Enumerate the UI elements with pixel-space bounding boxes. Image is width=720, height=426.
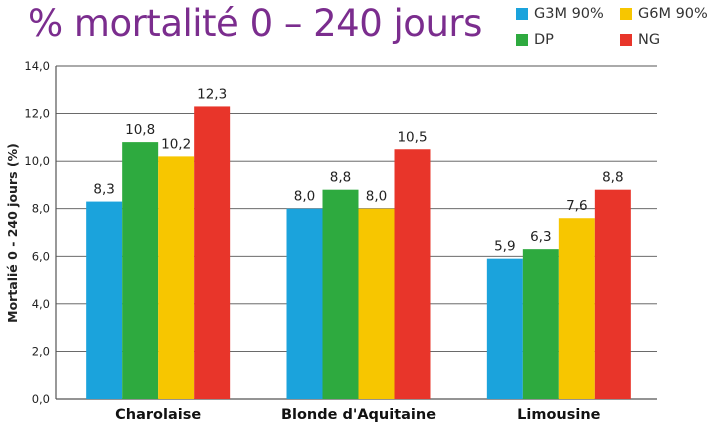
y-tick-label: 10,0	[24, 154, 50, 168]
y-tick-label: 0,0	[32, 392, 50, 406]
y-tick-label: 14,0	[24, 59, 50, 73]
bar-dp-2	[522, 249, 559, 399]
data-label: 8,3	[93, 182, 114, 198]
data-label: 7,6	[566, 198, 587, 214]
legend-label-dp: DP	[534, 32, 554, 48]
data-label: 8,0	[366, 189, 387, 205]
y-tick-label: 8,0	[32, 202, 50, 216]
y-tick-label: 12,0	[24, 107, 50, 121]
legend-swatch-g6m	[620, 8, 632, 20]
legend-swatch-g3m	[516, 8, 528, 20]
y-tick-label: 4,0	[32, 297, 50, 311]
bar-ng-2	[594, 189, 631, 399]
bar-g6m-90--0	[158, 156, 195, 399]
y-tick-label: 2,0	[32, 344, 50, 358]
data-label: 8,8	[330, 170, 351, 186]
data-label: 10,5	[397, 129, 427, 145]
legend-swatch-dp	[516, 34, 528, 46]
x-category-label: Charolaise	[115, 407, 201, 423]
x-axis-categories: Charolaise Blonde d'Aquitaine Limousine	[115, 407, 601, 423]
bar-g3m-90--1	[286, 208, 323, 399]
y-axis-label: Mortalié 0 - 240 jours (%)	[5, 143, 20, 323]
y-axis-ticks: 0,0 2,0 4,0 6,0 8,0 10,0 12,0 14,0	[24, 59, 50, 406]
data-label: 12,3	[197, 86, 227, 102]
bar-g6m-90--1	[358, 208, 395, 399]
legend-item-dp: DP	[516, 32, 554, 48]
data-label: 8,8	[602, 170, 623, 186]
bar-g3m-90--2	[486, 258, 523, 399]
legend-item-g6m: G6M 90%	[620, 6, 708, 22]
bar-g6m-90--2	[558, 218, 595, 399]
x-category-label: Blonde d'Aquitaine	[281, 407, 436, 423]
legend-label-g3m: G3M 90%	[534, 6, 604, 22]
bar-ng-1	[394, 149, 431, 399]
data-label: 8,0	[294, 189, 315, 205]
data-label: 10,8	[125, 122, 155, 138]
data-label: 5,9	[494, 239, 515, 255]
bars	[86, 106, 631, 399]
x-category-label: Limousine	[517, 407, 601, 423]
legend-item-ng: NG	[620, 32, 660, 48]
legend-swatch-ng	[620, 34, 632, 46]
data-label: 10,2	[161, 136, 191, 152]
data-labels: 8,3 10,8 10,2 12,3 8,0 8,8 8,0 10,5 5,9 6,3 7,6 8,8	[93, 86, 623, 254]
data-label: 6,3	[530, 229, 551, 245]
legend: G3M 90% G6M 90% DP NG	[516, 4, 720, 56]
bar-g3m-90--0	[86, 201, 123, 399]
y-tick-label: 6,0	[32, 249, 50, 263]
bar-dp-0	[122, 142, 159, 399]
bar-ng-0	[194, 106, 231, 399]
legend-item-g3m: G3M 90%	[516, 6, 604, 22]
chart-title: % mortalité 0 – 240 jours	[28, 2, 482, 45]
bar-dp-1	[322, 189, 359, 399]
legend-label-g6m: G6M 90%	[638, 6, 708, 22]
legend-label-ng: NG	[638, 32, 661, 48]
